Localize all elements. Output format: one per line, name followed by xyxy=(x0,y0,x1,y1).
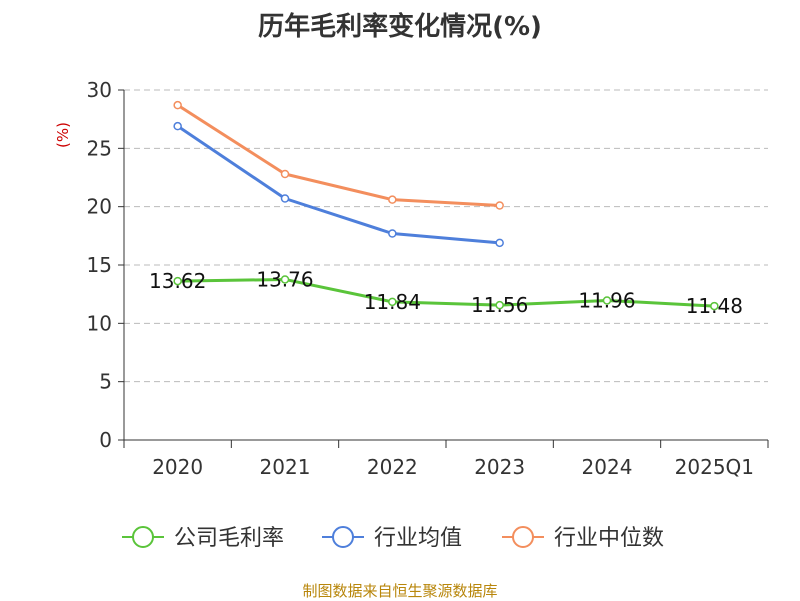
x-tick-label-2025Q1: 2025Q1 xyxy=(675,455,754,479)
data-point-行业中位数-2021 xyxy=(280,169,290,179)
data-point-行业均值-2022 xyxy=(388,229,397,238)
source-note: 制图数据来自恒生聚源数据库 xyxy=(302,582,498,600)
data-label-2024: 11.96 xyxy=(578,288,635,312)
data-point-行业均值-2021 xyxy=(280,194,290,203)
series-line-行业均值 xyxy=(176,124,500,245)
data-point-公司毛利率-2025Q1 xyxy=(710,301,719,311)
legend-label-公司毛利率: 公司毛利率 xyxy=(174,526,284,551)
y-tick-label-15: 15 xyxy=(87,253,112,277)
data-label-2023: 11.56 xyxy=(471,293,528,317)
data-point-行业中位数-2023 xyxy=(495,201,504,210)
series-lines xyxy=(173,100,719,311)
y-tick-label-5: 5 xyxy=(99,370,112,394)
legend: 公司毛利率 行业均值 行业中位数 xyxy=(122,526,664,551)
y-tick-label-10: 10 xyxy=(87,311,112,335)
data-label-2025Q1: 11.48 xyxy=(686,294,743,318)
data-point-行业均值-2020 xyxy=(173,121,182,131)
series-line-公司毛利率 xyxy=(177,277,715,308)
x-tick-label-2022: 2022 xyxy=(367,455,418,479)
data-point-公司毛利率-2021 xyxy=(280,275,290,284)
data-label-2020: 13.62 xyxy=(149,269,206,293)
data-point-公司毛利率-2020 xyxy=(173,276,182,286)
legend-marker-行业中位数 xyxy=(512,526,534,548)
series-line-行业中位数 xyxy=(176,103,500,207)
data-point-行业均值-2023 xyxy=(495,238,504,248)
x-tick-label-2020: 2020 xyxy=(152,455,203,479)
y-tick-label-25: 25 xyxy=(87,136,112,160)
axes: 0 5 10 15 20 25 30 2020 2021 2022 2023 2024 2025Q1 xyxy=(87,78,769,479)
x-tick-label-2021: 2021 xyxy=(260,455,311,479)
y-tick-label-30: 30 xyxy=(87,78,112,102)
data-label-2021: 13.76 xyxy=(256,267,313,291)
data-labels: 13.62 13.76 11.84 11.56 11.96 11.48 xyxy=(149,267,743,318)
legend-label-行业中位数: 行业中位数 xyxy=(554,526,664,551)
legend-marker-公司毛利率 xyxy=(132,526,154,548)
chart-title: 历年毛利率变化情况(%) xyxy=(258,12,542,42)
data-point-行业中位数-2020 xyxy=(173,100,182,110)
y-tick-label-20: 20 xyxy=(87,195,112,219)
data-label-2022: 11.84 xyxy=(364,290,421,314)
x-tick-label-2023: 2023 xyxy=(474,455,525,479)
legend-marker-行业均值 xyxy=(332,526,354,548)
y-tick-label-0: 0 xyxy=(99,428,112,452)
data-point-公司毛利率-2022 xyxy=(388,297,397,307)
data-point-行业中位数-2022 xyxy=(388,195,397,204)
grid-lines xyxy=(124,89,768,383)
legend-label-行业均值: 行业均值 xyxy=(374,526,462,551)
data-point-公司毛利率-2024 xyxy=(602,296,612,305)
data-point-公司毛利率-2023 xyxy=(495,300,504,310)
x-tick-label-2024: 2024 xyxy=(582,455,633,479)
